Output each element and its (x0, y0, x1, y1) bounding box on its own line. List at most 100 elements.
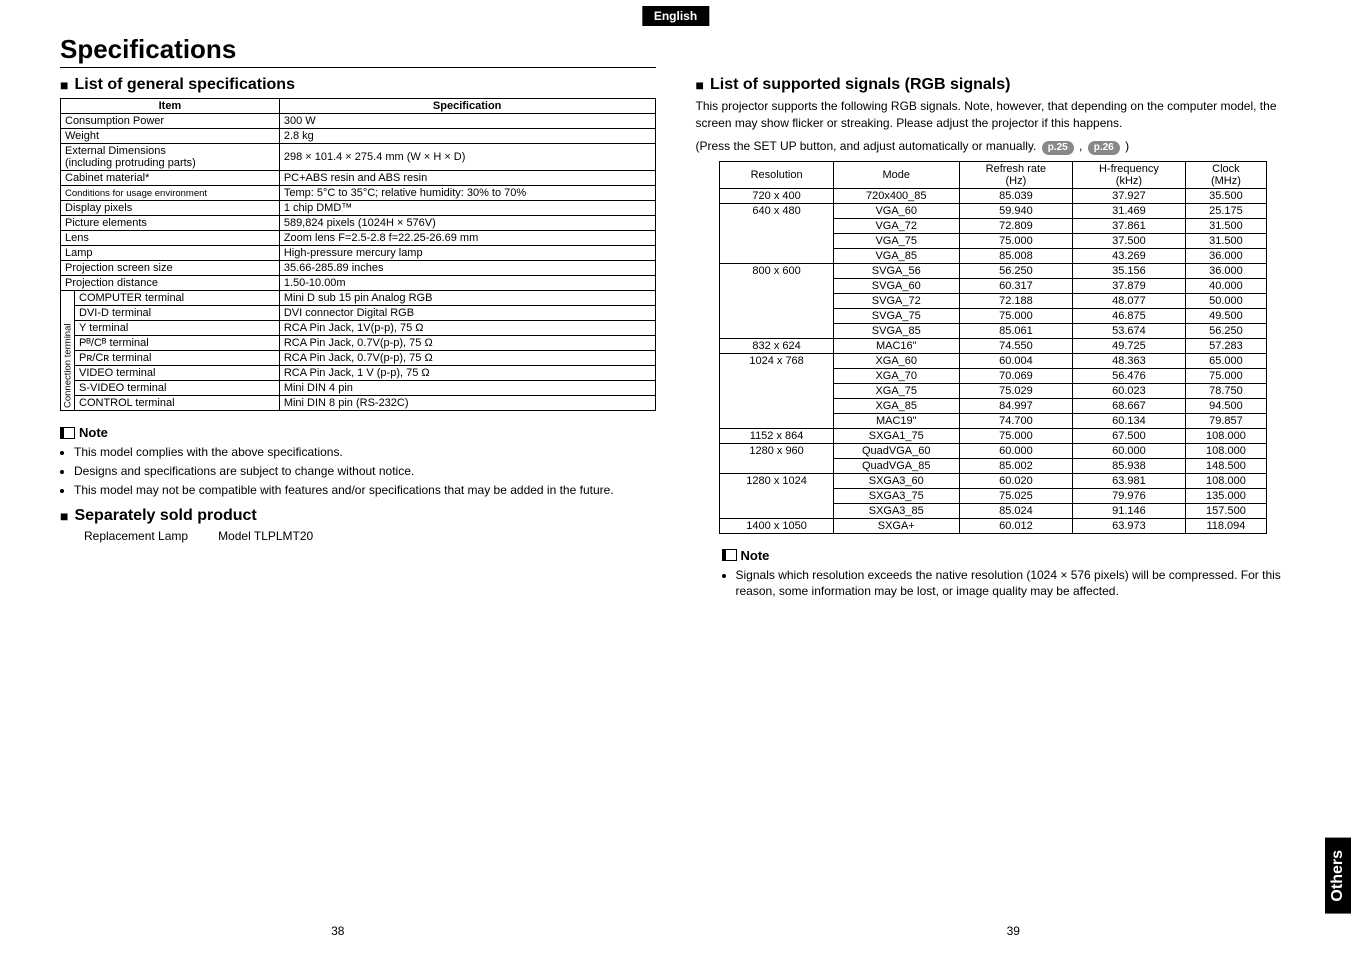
conn-item-cell: DVI-D terminal (75, 306, 280, 321)
sig-value-cell: 108.000 (1185, 473, 1266, 488)
spec-item-cell: Cabinet material* (61, 171, 280, 186)
conn-item-cell: Pʀ/Cʀ terminal (75, 351, 280, 366)
sig-value-cell: 79.857 (1185, 413, 1266, 428)
conn-value-cell: Mini DIN 8 pin (RS-232C) (279, 396, 655, 411)
note-item: This model complies with the above speci… (74, 444, 656, 460)
spec-value-cell: 589,824 pixels (1024H × 576V) (279, 216, 655, 231)
sig-value-cell: VGA_75 (833, 233, 959, 248)
conn-value-cell: Mini DIN 4 pin (279, 381, 655, 396)
title-rule (60, 67, 656, 68)
sig-value-cell: 67.500 (1073, 428, 1186, 443)
note-heading-right-label: Note (741, 548, 770, 563)
spec-value-cell: 300 W (279, 114, 655, 129)
spec-item-cell: Conditions for usage environment (61, 186, 280, 201)
sig-value-cell: SVGA_72 (833, 293, 959, 308)
sig-value-cell: 36.000 (1185, 263, 1266, 278)
spec-value-cell: High-pressure mercury lamp (279, 246, 655, 261)
sig-value-cell: 56.476 (1073, 368, 1186, 383)
conn-item-cell: VIDEO terminal (75, 366, 280, 381)
sep-model-label: Model TLPLMT20 (218, 529, 313, 543)
sig-value-cell: 60.000 (959, 443, 1073, 458)
conn-item-cell: Y terminal (75, 321, 280, 336)
sig-value-cell: 65.000 (1185, 353, 1266, 368)
spec-value-cell: 298 × 101.4 × 275.4 mm (W × H × D) (279, 144, 655, 171)
sig-value-cell: 49.725 (1073, 338, 1186, 353)
sig-value-cell: 46.875 (1073, 308, 1186, 323)
sig-value-cell: SXGA1_75 (833, 428, 959, 443)
page-number-left: 38 (331, 924, 344, 938)
sig-value-cell: 63.981 (1073, 473, 1186, 488)
spec-value-cell: Zoom lens F=2.5-2.8 f=22.25-26.69 mm (279, 231, 655, 246)
section-general-specs-label: List of general specifications (74, 76, 295, 94)
spec-item-cell: Lamp (61, 246, 280, 261)
sig-resolution-cell: 1280 x 1024 (720, 473, 834, 518)
sig-value-cell: SXGA3_60 (833, 473, 959, 488)
sig-value-cell: 37.500 (1073, 233, 1186, 248)
sig-value-cell: 35.500 (1185, 188, 1266, 203)
sig-value-cell: 75.025 (959, 488, 1073, 503)
sig-value-cell: 72.188 (959, 293, 1073, 308)
note-item: This model may not be compatible with fe… (74, 482, 656, 498)
sig-value-cell: 63.973 (1073, 518, 1186, 533)
sig-value-cell: 157.500 (1185, 503, 1266, 518)
spec-header-spec: Specification (279, 99, 655, 114)
sig-resolution-cell: 640 x 480 (720, 203, 834, 263)
sig-value-cell: VGA_60 (833, 203, 959, 218)
sig-resolution-cell: 1024 x 768 (720, 353, 834, 428)
sig-value-cell: 72.809 (959, 218, 1073, 233)
note-heading-left: Note (60, 425, 656, 440)
sig-value-cell: 60.023 (1073, 383, 1186, 398)
sig-header-cell: Mode (833, 161, 959, 188)
page-number-right: 39 (1007, 924, 1020, 938)
spec-item-cell: Picture elements (61, 216, 280, 231)
sig-value-cell: 60.134 (1073, 413, 1186, 428)
sig-value-cell: 57.283 (1185, 338, 1266, 353)
sig-value-cell: 56.250 (1185, 323, 1266, 338)
conn-value-cell: RCA Pin Jack, 0.7V(p-p), 75 Ω (279, 351, 655, 366)
sig-value-cell: SXGA+ (833, 518, 959, 533)
sig-value-cell: 31.500 (1185, 218, 1266, 233)
sig-value-cell: 75.000 (959, 233, 1073, 248)
spec-value-cell: 2.8 kg (279, 129, 655, 144)
sig-value-cell: SXGA3_75 (833, 488, 959, 503)
sig-value-cell: QuadVGA_85 (833, 458, 959, 473)
conn-value-cell: RCA Pin Jack, 1 V (p-p), 75 Ω (279, 366, 655, 381)
note-heading-left-label: Note (79, 425, 108, 440)
section-separately-sold: Separately sold product (60, 507, 656, 525)
section-general-specs: List of general specifications (60, 76, 656, 94)
spec-value-cell: PC+ABS resin and ABS resin (279, 171, 655, 186)
conn-item-cell: Pᴮ/Cᴮ terminal (75, 336, 280, 351)
sig-value-cell: 37.927 (1073, 188, 1186, 203)
right-notes-list: Signals which resolution exceeds the nat… (722, 567, 1292, 599)
sig-value-cell: 60.000 (1073, 443, 1186, 458)
sig-value-cell: XGA_85 (833, 398, 959, 413)
signals-intro-1: This projector supports the following RG… (696, 98, 1292, 132)
sig-value-cell: 68.667 (1073, 398, 1186, 413)
intro2-mid: , (1076, 139, 1086, 153)
sig-value-cell: XGA_60 (833, 353, 959, 368)
conn-item-cell: COMPUTER terminal (75, 291, 280, 306)
sig-value-cell: 91.146 (1073, 503, 1186, 518)
sig-value-cell: 75.029 (959, 383, 1073, 398)
sig-value-cell: 85.039 (959, 188, 1073, 203)
sig-value-cell: 40.000 (1185, 278, 1266, 293)
sig-resolution-cell: 1280 x 960 (720, 443, 834, 473)
connection-terminal-label: Connection terminal (61, 291, 75, 411)
page-title: Specifications (60, 34, 656, 65)
sig-value-cell: 84.997 (959, 398, 1073, 413)
spec-item-cell: Weight (61, 129, 280, 144)
note-item: Signals which resolution exceeds the nat… (736, 567, 1292, 599)
sig-value-cell: 148.500 (1185, 458, 1266, 473)
sig-value-cell: SVGA_60 (833, 278, 959, 293)
sig-value-cell: SVGA_85 (833, 323, 959, 338)
sig-value-cell: 135.000 (1185, 488, 1266, 503)
sig-value-cell: SXGA3_85 (833, 503, 959, 518)
sig-resolution-cell: 720 x 400 (720, 188, 834, 203)
signals-intro-2: (Press the SET UP button, and adjust aut… (696, 138, 1292, 155)
sig-value-cell: 108.000 (1185, 443, 1266, 458)
conn-value-cell: RCA Pin Jack, 0.7V(p-p), 75 Ω (279, 336, 655, 351)
sig-value-cell: XGA_75 (833, 383, 959, 398)
spec-item-cell: Lens (61, 231, 280, 246)
spec-item-cell: Projection screen size (61, 261, 280, 276)
spec-item-cell: External Dimensions (including protrudin… (61, 144, 280, 171)
